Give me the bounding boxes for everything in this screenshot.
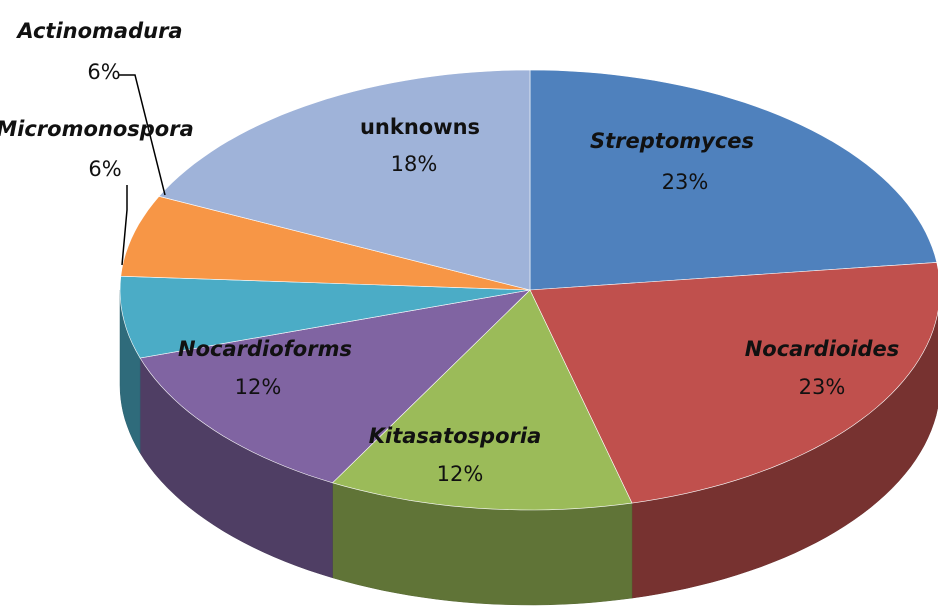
- slice-label: Streptomyces: [590, 129, 754, 153]
- value-label: 23%: [799, 375, 846, 399]
- pie-slice: [139, 289, 531, 484]
- pie-tops: [119, 69, 938, 511]
- slice-label: Nocardioforms: [178, 337, 352, 361]
- value-label: 12%: [437, 462, 484, 486]
- slice-label: Actinomadura: [15, 19, 182, 43]
- slice-label: Micromonospora: [0, 117, 194, 141]
- value-label: 6%: [88, 157, 121, 181]
- value-label: 6%: [87, 60, 120, 84]
- pie-slice: [331, 289, 633, 511]
- slice-label: unknowns: [360, 115, 480, 139]
- labels: Streptomyces 23% Nocardioides 23% Kitasatosp…: [0, 19, 899, 486]
- value-label: 18%: [391, 152, 438, 176]
- slice-label: Kitasatosporia: [369, 424, 542, 448]
- pie-slice: [529, 69, 938, 291]
- pie-slice: [158, 69, 531, 291]
- slice-label: Nocardioides: [745, 337, 900, 361]
- pie-slice: [529, 262, 938, 504]
- value-label: 23%: [662, 170, 709, 194]
- value-label: 12%: [235, 375, 282, 399]
- leader-line: [118, 74, 166, 196]
- pie-slice: [119, 275, 531, 359]
- pie-slice: [120, 195, 531, 291]
- leader-line: [121, 185, 128, 266]
